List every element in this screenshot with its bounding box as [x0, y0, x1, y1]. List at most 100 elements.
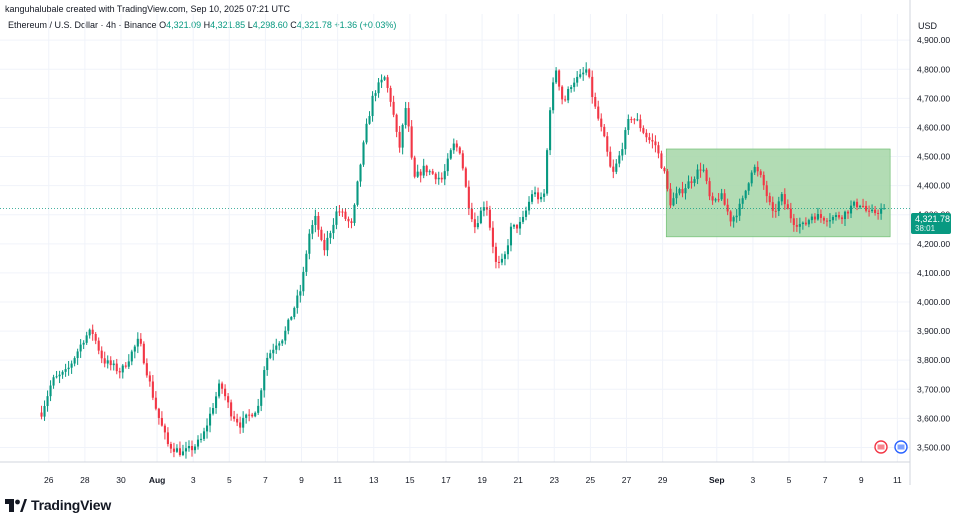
candle-down[interactable]: [178, 448, 182, 455]
candle-up[interactable]: [506, 245, 510, 255]
candle-up[interactable]: [272, 349, 275, 354]
candle-up[interactable]: [579, 74, 582, 77]
candle-down[interactable]: [227, 396, 230, 403]
candle-up[interactable]: [205, 425, 209, 432]
candle-down[interactable]: [681, 189, 684, 194]
candle-up[interactable]: [530, 194, 534, 202]
candle-down[interactable]: [840, 217, 844, 220]
candle-down[interactable]: [491, 227, 494, 247]
candle-down[interactable]: [230, 402, 233, 417]
candle-up[interactable]: [871, 209, 874, 212]
candle-up[interactable]: [503, 254, 507, 259]
candle-up[interactable]: [747, 183, 750, 191]
candle-up[interactable]: [196, 439, 200, 447]
candle-down[interactable]: [729, 211, 732, 222]
candle-down[interactable]: [813, 216, 816, 220]
candle-up[interactable]: [281, 340, 284, 344]
candle-up[interactable]: [52, 377, 55, 386]
candle-down[interactable]: [115, 363, 118, 372]
candle-up[interactable]: [479, 210, 482, 224]
candle-up[interactable]: [305, 253, 308, 272]
candle-down[interactable]: [341, 211, 344, 213]
candle-down[interactable]: [792, 218, 795, 225]
candle-down[interactable]: [783, 194, 786, 205]
candle-up[interactable]: [133, 346, 136, 352]
candle-down[interactable]: [172, 448, 175, 452]
candle-up[interactable]: [476, 223, 479, 228]
candle-down[interactable]: [470, 208, 473, 220]
candle-down[interactable]: [645, 132, 648, 138]
candle-up[interactable]: [58, 374, 61, 377]
candle-down[interactable]: [699, 169, 702, 171]
candle-down[interactable]: [669, 188, 672, 206]
candle-up[interactable]: [284, 330, 287, 341]
candle-down[interactable]: [100, 350, 103, 359]
candle-down[interactable]: [723, 193, 726, 205]
candle-up[interactable]: [852, 201, 856, 206]
candle-down[interactable]: [874, 209, 877, 213]
candle-down[interactable]: [591, 76, 594, 98]
candle-down[interactable]: [190, 446, 194, 451]
candle-down[interactable]: [413, 157, 416, 177]
candle-up[interactable]: [254, 412, 257, 417]
candle-up[interactable]: [218, 383, 221, 397]
candle-down[interactable]: [819, 214, 822, 218]
candle-down[interactable]: [458, 147, 461, 154]
candle-down[interactable]: [398, 131, 401, 148]
candle-up[interactable]: [43, 406, 46, 417]
candle-down[interactable]: [868, 210, 871, 212]
candle-down[interactable]: [561, 86, 564, 100]
candle-up[interactable]: [278, 343, 281, 346]
candle-up[interactable]: [121, 365, 124, 373]
candle-up[interactable]: [290, 316, 293, 320]
candle-up[interactable]: [299, 291, 302, 296]
candle-up[interactable]: [482, 207, 485, 211]
candle-down[interactable]: [825, 220, 828, 222]
candle-up[interactable]: [428, 171, 431, 173]
candle-up[interactable]: [130, 351, 133, 362]
candle-up[interactable]: [260, 390, 263, 406]
candle-down[interactable]: [666, 171, 669, 189]
candle-down[interactable]: [233, 416, 236, 419]
candle-up[interactable]: [332, 224, 335, 234]
candle-up[interactable]: [269, 353, 272, 358]
candle-up[interactable]: [136, 338, 139, 347]
candle-up[interactable]: [359, 164, 362, 182]
candle-down[interactable]: [239, 422, 242, 428]
candle-down[interactable]: [118, 371, 121, 373]
candle-up[interactable]: [533, 192, 537, 195]
candle-down[interactable]: [338, 211, 341, 213]
candle-up[interactable]: [374, 93, 377, 96]
candle-up[interactable]: [880, 208, 883, 214]
candle-up[interactable]: [753, 166, 756, 173]
candle-up[interactable]: [738, 203, 741, 216]
candle-down[interactable]: [148, 375, 151, 382]
candle-up[interactable]: [242, 417, 245, 428]
candle-up[interactable]: [437, 177, 440, 180]
candle-down[interactable]: [726, 204, 729, 212]
candle-down[interactable]: [97, 340, 100, 351]
candle-down[interactable]: [606, 136, 609, 152]
candle-up[interactable]: [61, 371, 64, 375]
candle-up[interactable]: [816, 214, 819, 220]
candle-down[interactable]: [163, 425, 166, 433]
candle-down[interactable]: [765, 185, 768, 197]
candle-up[interactable]: [780, 194, 783, 202]
candle-up[interactable]: [49, 385, 52, 397]
candle-up[interactable]: [326, 237, 329, 251]
candle-down[interactable]: [350, 221, 353, 224]
candle-up[interactable]: [353, 204, 356, 224]
candle-up[interactable]: [744, 190, 747, 199]
candle-up[interactable]: [296, 295, 299, 308]
candle-up[interactable]: [546, 150, 549, 194]
candle-up[interactable]: [678, 189, 681, 194]
candle-down[interactable]: [344, 211, 347, 219]
candle-down[interactable]: [251, 414, 254, 417]
candle-up[interactable]: [215, 396, 218, 409]
candle-down[interactable]: [494, 246, 497, 262]
candle-up[interactable]: [849, 205, 853, 214]
candle-up[interactable]: [684, 188, 687, 194]
candle-up[interactable]: [883, 208, 886, 210]
candle-up[interactable]: [512, 224, 516, 227]
